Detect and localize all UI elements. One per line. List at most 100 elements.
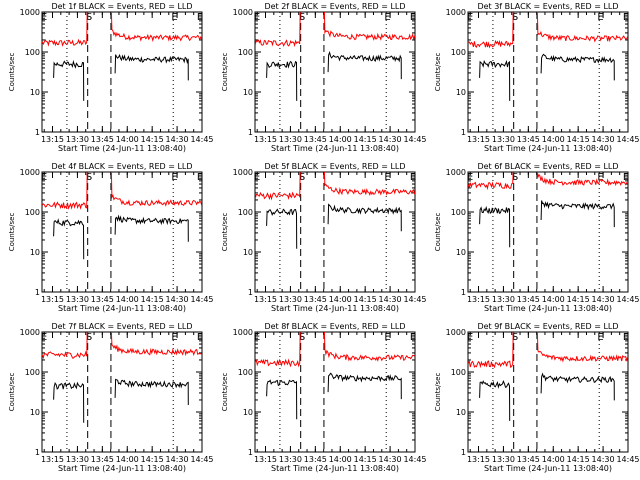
y-tick-label: 1 — [461, 448, 466, 457]
y-tick-label: 100 — [238, 208, 253, 217]
y-tick-label: 100 — [238, 48, 253, 57]
x-tick-label: 14:00 — [542, 455, 565, 464]
lld-series-line — [110, 171, 203, 207]
y-tick-label: 1 — [35, 128, 40, 137]
y-tick-label: 1 — [461, 128, 466, 137]
lld-series-line — [254, 331, 301, 368]
x-tick-label: 14:00 — [116, 135, 139, 144]
end-marker: E — [623, 172, 629, 183]
events-series-line — [479, 205, 511, 248]
x-tick-label: 14:15 — [567, 135, 590, 144]
x-axis-label: Start Time (24-Jun-11 13:08:40) — [271, 144, 399, 153]
end-marker: E — [384, 172, 390, 183]
end-marker: E — [41, 332, 47, 343]
x-tick-label: 13:30 — [492, 295, 515, 304]
x-tick-label: 13:15 — [467, 295, 490, 304]
x-tick-label: 13:45 — [304, 455, 327, 464]
detector-panel-7: Det 7f BLACK = Events, RED = LLD 1 10 100 10… — [8, 322, 214, 473]
detector-panel-2: Det 2f BLACK = Events, RED = LLD 1 10 100 10… — [221, 2, 427, 153]
events-series-line — [479, 379, 511, 421]
detector-panel-9: Det 9f BLACK = Events, RED = LLD 1 10 100 10… — [434, 322, 640, 473]
plot-frame — [41, 11, 203, 133]
plot-frame — [41, 171, 203, 293]
x-tick-label: 14:45 — [190, 295, 213, 304]
x-tick-label: 13:15 — [254, 455, 277, 464]
x-tick-label: 14:30 — [166, 455, 189, 464]
end-marker: E — [197, 332, 203, 343]
y-tick-label: 10 — [243, 408, 253, 417]
panel-title: Det 9f BLACK = Events, RED = LLD — [477, 322, 618, 331]
x-tick-label: 14:30 — [379, 455, 402, 464]
x-tick-label: 13:15 — [41, 135, 64, 144]
x-tick-label: 13:45 — [517, 135, 540, 144]
x-tick-label: 14:15 — [354, 135, 377, 144]
panel-title: Det 6f BLACK = Events, RED = LLD — [477, 162, 618, 171]
x-tick-label: 14:00 — [542, 295, 565, 304]
y-tick-label: 10 — [456, 248, 466, 257]
end-marker: E — [254, 172, 260, 183]
events-series-line — [540, 372, 615, 401]
x-tick-label: 14:45 — [616, 455, 639, 464]
x-tick-label: 13:45 — [91, 455, 114, 464]
events-series-line — [266, 60, 298, 101]
x-tick-label: 13:15 — [41, 455, 64, 464]
end-marker: E — [171, 332, 177, 343]
y-tick-label: 1000 — [20, 8, 40, 17]
end-marker: E — [597, 12, 603, 23]
end-marker: E — [197, 12, 203, 23]
lld-series-line — [110, 11, 203, 43]
start-marker: S — [299, 172, 305, 183]
y-axis-label: Counts/sec — [221, 53, 229, 92]
x-tick-label: 13:15 — [467, 135, 490, 144]
lld-series-line — [323, 171, 416, 196]
panel-title: Det 4f BLACK = Events, RED = LLD — [51, 162, 192, 171]
x-tick-label: 14:45 — [403, 295, 426, 304]
y-axis-label: Counts/sec — [8, 53, 16, 92]
x-tick-label: 14:45 — [616, 135, 639, 144]
lld-series-line — [41, 171, 88, 211]
start-marker: S — [512, 172, 518, 183]
end-marker: E — [384, 332, 390, 343]
x-tick-label: 14:45 — [190, 455, 213, 464]
x-tick-label: 14:15 — [141, 295, 164, 304]
x-axis-label: Start Time (24-Jun-11 13:08:40) — [271, 304, 399, 313]
plot-frame — [467, 11, 629, 133]
detector-panel-6: Det 6f BLACK = Events, RED = LLD 1 10 100 10… — [434, 162, 640, 313]
start-marker: S — [512, 332, 518, 343]
end-marker: E — [254, 12, 260, 23]
panel-title: Det 3f BLACK = Events, RED = LLD — [477, 2, 618, 11]
end-marker: E — [410, 172, 416, 183]
x-tick-label: 14:00 — [329, 135, 352, 144]
end-marker: E — [410, 12, 416, 23]
events-series-line — [114, 378, 189, 406]
end-marker: E — [467, 172, 473, 183]
lld-series-line — [41, 331, 88, 360]
x-axis-label: Start Time (24-Jun-11 13:08:40) — [484, 464, 612, 473]
detector-panel-3: Det 3f BLACK = Events, RED = LLD 1 10 100 10… — [434, 2, 640, 153]
panel-title: Det 8f BLACK = Events, RED = LLD — [264, 322, 405, 331]
y-tick-label: 10 — [30, 408, 40, 417]
x-tick-label: 13:30 — [279, 295, 302, 304]
y-axis-label: Counts/sec — [221, 373, 229, 412]
events-series-line — [114, 53, 189, 81]
y-tick-label: 10 — [456, 88, 466, 97]
events-series-line — [327, 203, 402, 232]
y-tick-label: 10 — [243, 248, 253, 257]
events-series-line — [266, 208, 298, 249]
x-tick-label: 14:15 — [567, 295, 590, 304]
y-tick-label: 1 — [35, 288, 40, 297]
end-marker: E — [623, 332, 629, 343]
events-series-line — [53, 59, 85, 101]
y-tick-label: 100 — [451, 368, 466, 377]
x-tick-label: 13:30 — [66, 455, 89, 464]
y-axis-label: Counts/sec — [8, 213, 16, 252]
plot-frame — [467, 331, 629, 453]
x-tick-label: 13:15 — [254, 135, 277, 144]
x-axis-label: Start Time (24-Jun-11 13:08:40) — [484, 304, 612, 313]
end-marker: E — [597, 172, 603, 183]
plot-frame — [254, 331, 416, 453]
y-tick-label: 100 — [238, 368, 253, 377]
y-tick-label: 1 — [461, 288, 466, 297]
events-series-line — [266, 379, 298, 420]
